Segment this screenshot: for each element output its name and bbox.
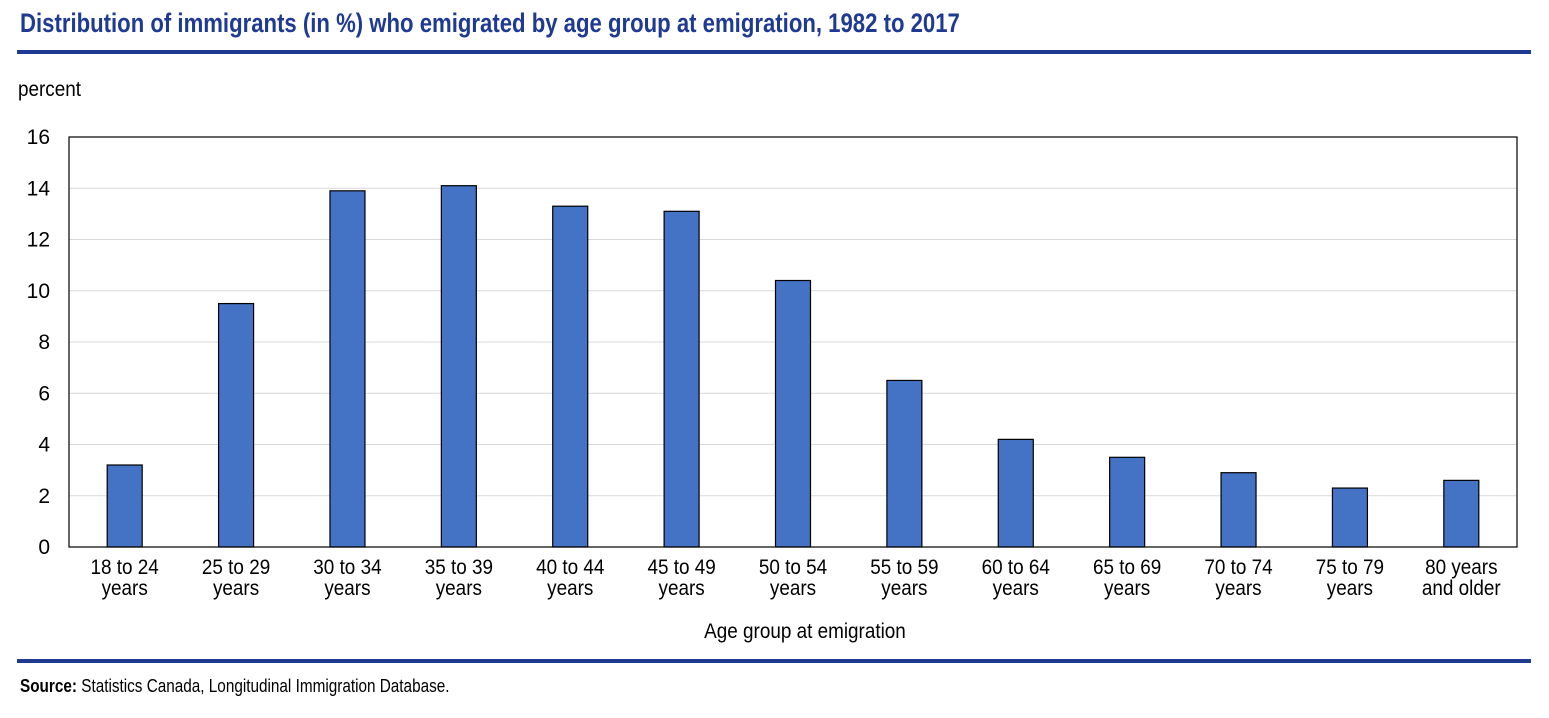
x-tick-label-line: 30 to 34 [313,556,381,579]
source-text: Statistics Canada, Longitudinal Immigrat… [81,676,450,696]
bar [663,210,700,548]
y-tick-label: 8 [38,331,50,354]
x-tick-label-line: 60 to 64 [982,556,1050,579]
x-tick-label-line: 45 to 49 [647,556,715,579]
x-tick-label: 25 to 29 years [202,556,270,600]
y-tick-label: 16 [27,126,50,149]
x-tick-label-line: years [547,577,593,600]
x-tick-label: 35 to 39 years [425,556,493,600]
bar [329,190,366,548]
bars [106,185,1480,548]
y-tick-label: 12 [27,229,50,252]
x-tick-label: 50 to 54 years [759,556,827,600]
y-axis-label: percent [18,78,81,101]
bar [997,438,1034,548]
chart-title: Distribution of immigrants (in %) who em… [20,8,960,38]
plot-frame [68,136,1518,548]
x-tick-label-line: years [213,577,259,600]
y-tick-label: 4 [38,434,50,457]
bar [106,464,143,548]
bar [1331,487,1369,548]
x-tick-label: 70 to 74 years [1204,556,1272,600]
x-axis-label: Age group at emigration [704,620,906,643]
x-tick-label-line: 80 years [1425,556,1497,579]
x-tick-label-line: 75 to 79 [1316,556,1384,579]
x-tick-label-line: years [659,577,705,600]
x-tick-label-line: years [993,577,1039,600]
x-tick-label-line: years [1104,577,1150,600]
y-tick-label: 0 [38,536,50,559]
x-tick-label: 60 to 64 years [982,556,1050,600]
x-tick-label-line: 18 to 24 [91,556,159,579]
bar [774,279,812,548]
x-tick-label: 18 to 24 years [91,556,159,600]
footer-rule [17,659,1531,663]
x-tick-label-line: and older [1422,577,1501,600]
x-tick-label: 55 to 59 years [870,556,938,600]
x-tick-label-line: 40 to 44 [536,556,604,579]
x-tick-label-line: years [1215,577,1261,600]
x-tick-label-line: years [324,577,370,600]
x-tick-label-line: 65 to 69 [1093,556,1161,579]
y-tick-label: 6 [38,382,50,405]
y-tick-labels: 0 2 4 6 8 10 12 14 16 [27,126,51,559]
x-tick-label-line: years [102,577,148,600]
x-tick-label-line: 50 to 54 [759,556,827,579]
source-note: Source: Statistics Canada, Longitudinal … [20,676,450,697]
bar [1443,479,1480,548]
y-tick-label: 14 [27,177,51,200]
bar [552,205,589,548]
x-tick-label-line: 35 to 39 [425,556,493,579]
x-tick-label: 75 to 79 years [1316,556,1384,600]
x-tick-label: 65 to 69 years [1093,556,1161,600]
y-tick-label: 10 [27,280,50,303]
x-tick-label-line: years [770,577,816,600]
x-tick-label: 30 to 34 years [313,556,381,600]
x-tick-label-line: 55 to 59 [870,556,938,579]
x-tick-label-line: 70 to 74 [1204,556,1272,579]
bar [1220,472,1257,548]
bar [886,379,923,548]
source-label: Source: [20,676,77,696]
x-tick-label-line: years [881,577,927,600]
bar [440,185,477,548]
x-tick-label: 80 years and older [1422,556,1501,600]
bar-chart: percent Age group at emigration 0 2 4 6 8 10 1… [18,78,1518,643]
x-tick-label-line: years [1327,577,1373,600]
x-tick-label: 45 to 49 years [647,556,715,600]
gridlines [69,187,1517,497]
bar [217,302,255,548]
y-tick-label: 2 [38,485,50,508]
title-rule [17,50,1531,54]
x-tick-label-line: years [436,577,482,600]
x-tick-label-line: 25 to 29 [202,556,270,579]
x-tick-label: 40 to 44 years [536,556,604,600]
bar [1109,456,1146,548]
